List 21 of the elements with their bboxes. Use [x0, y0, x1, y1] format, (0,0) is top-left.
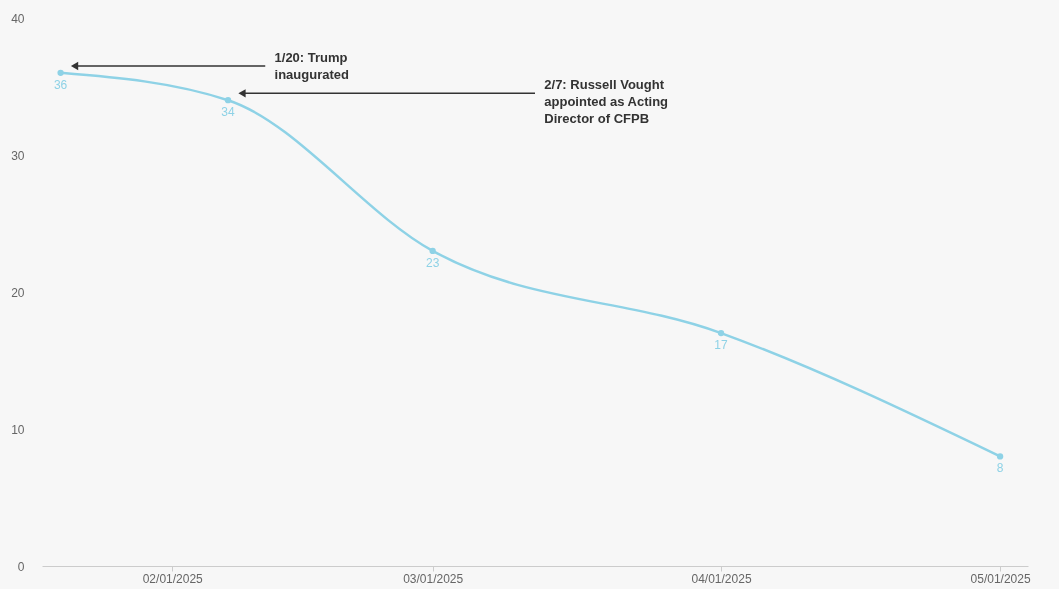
point [224, 97, 232, 104]
x-tick-label: 03/01/2025 [403, 571, 464, 586]
annotation: 1/20: Trump inaugurated [274, 49, 349, 82]
x-tick-label: 05/01/2025 [970, 571, 1031, 586]
data-label: 8 [996, 461, 1004, 476]
y-tick-label: 0 [17, 559, 25, 574]
data-label: 36 [53, 77, 68, 92]
data-label: 34 [221, 105, 236, 120]
point [996, 453, 1004, 460]
annotation: 2/7: Russell Vought appointed as Acting Director of CFPB [544, 77, 669, 127]
data-label: 17 [714, 338, 729, 353]
x-tick-label: 02/01/2025 [142, 571, 204, 586]
point [57, 69, 64, 76]
point [717, 329, 725, 337]
y-tick-label: 30 [11, 148, 25, 163]
y-tick-label: 40 [11, 11, 25, 26]
data-label: 23 [426, 255, 440, 270]
y-tick-label: 20 [11, 285, 25, 300]
point [429, 247, 436, 255]
y-tick-label: 10 [11, 422, 25, 437]
x-tick-label: 04/01/2025 [691, 571, 752, 586]
